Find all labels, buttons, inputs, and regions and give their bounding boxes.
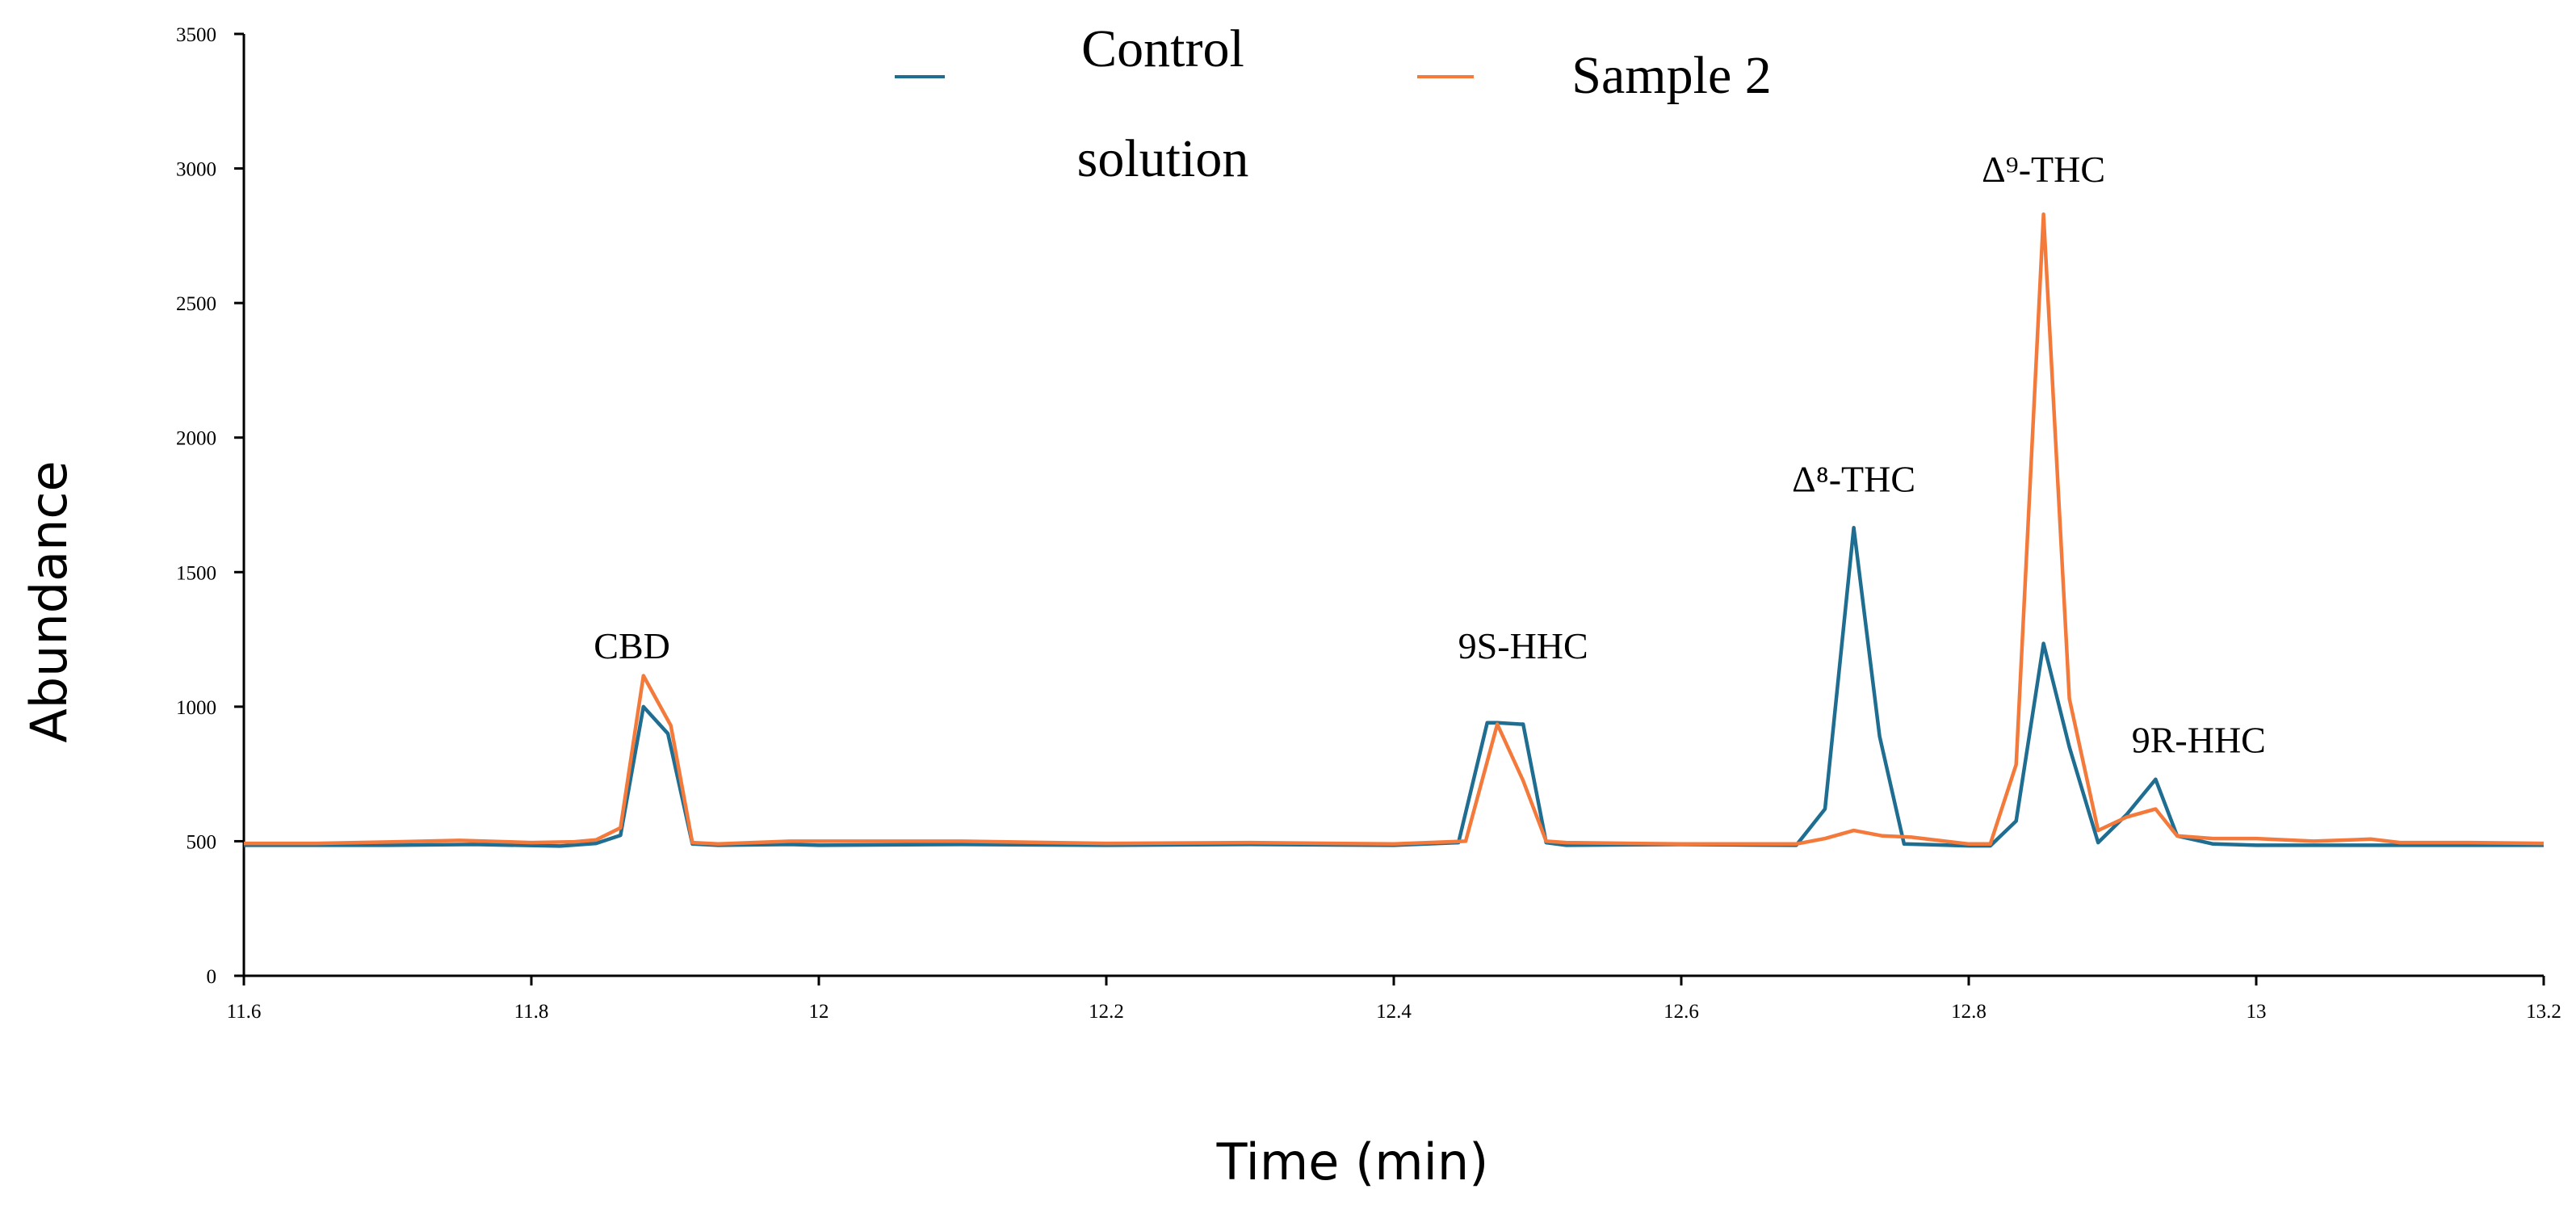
- series-lines: [244, 212, 2545, 848]
- y-axis-title: Abundance: [19, 460, 78, 742]
- legend: Control solution Sample 2: [895, 19, 1772, 188]
- x-tick-label: 12.4: [1376, 1001, 1412, 1023]
- peak-label: CBD: [594, 625, 670, 666]
- series-line-sample2: [244, 212, 2545, 847]
- legend-label-sample2: Sample 2: [1571, 46, 1771, 105]
- y-ticks: 0 500 1000 1500 2000 2500 3000 3500: [176, 24, 244, 988]
- x-tick-label: 13.2: [2526, 1001, 2561, 1023]
- legend-label-control-line2: solution: [1077, 129, 1249, 188]
- y-tick-label: 0: [207, 966, 217, 988]
- peak-label: 9S-HHC: [1458, 625, 1588, 666]
- x-tick-label: 13: [2247, 1001, 2267, 1023]
- x-tick-label: 11.6: [227, 1001, 262, 1023]
- x-ticks: 11.6 11.8 12 12.2 12.4 12.6 12.8 13 13.2: [227, 976, 2561, 1023]
- x-tick-label: 12: [809, 1001, 829, 1023]
- y-tick-label: 500: [187, 831, 217, 853]
- y-tick-label: 2000: [176, 428, 216, 450]
- x-tick-label: 12.2: [1089, 1001, 1124, 1023]
- y-tick-label: 2500: [176, 293, 216, 315]
- peak-label: Δ⁸-THC: [1792, 458, 1915, 499]
- x-axis-title: Time (min): [1216, 1132, 1489, 1191]
- x-tick-label: 11.8: [514, 1001, 549, 1023]
- series-line-control: [244, 526, 2544, 848]
- peak-label: Δ⁹-THC: [1982, 149, 2105, 190]
- x-tick-label: 12.8: [1951, 1001, 1987, 1023]
- y-tick-label: 3500: [176, 24, 216, 46]
- y-tick-label: 3000: [176, 159, 216, 181]
- x-tick-label: 12.6: [1663, 1001, 1699, 1023]
- peak-annotations: CBD 9S-HHC Δ⁸-THC Δ⁹-THC 9R-HHC: [594, 149, 2266, 760]
- y-tick-label: 1500: [176, 562, 216, 584]
- legend-label-control-line1: Control: [1081, 19, 1244, 78]
- peak-label: 9R-HHC: [2132, 719, 2266, 760]
- y-tick-label: 1000: [176, 697, 216, 719]
